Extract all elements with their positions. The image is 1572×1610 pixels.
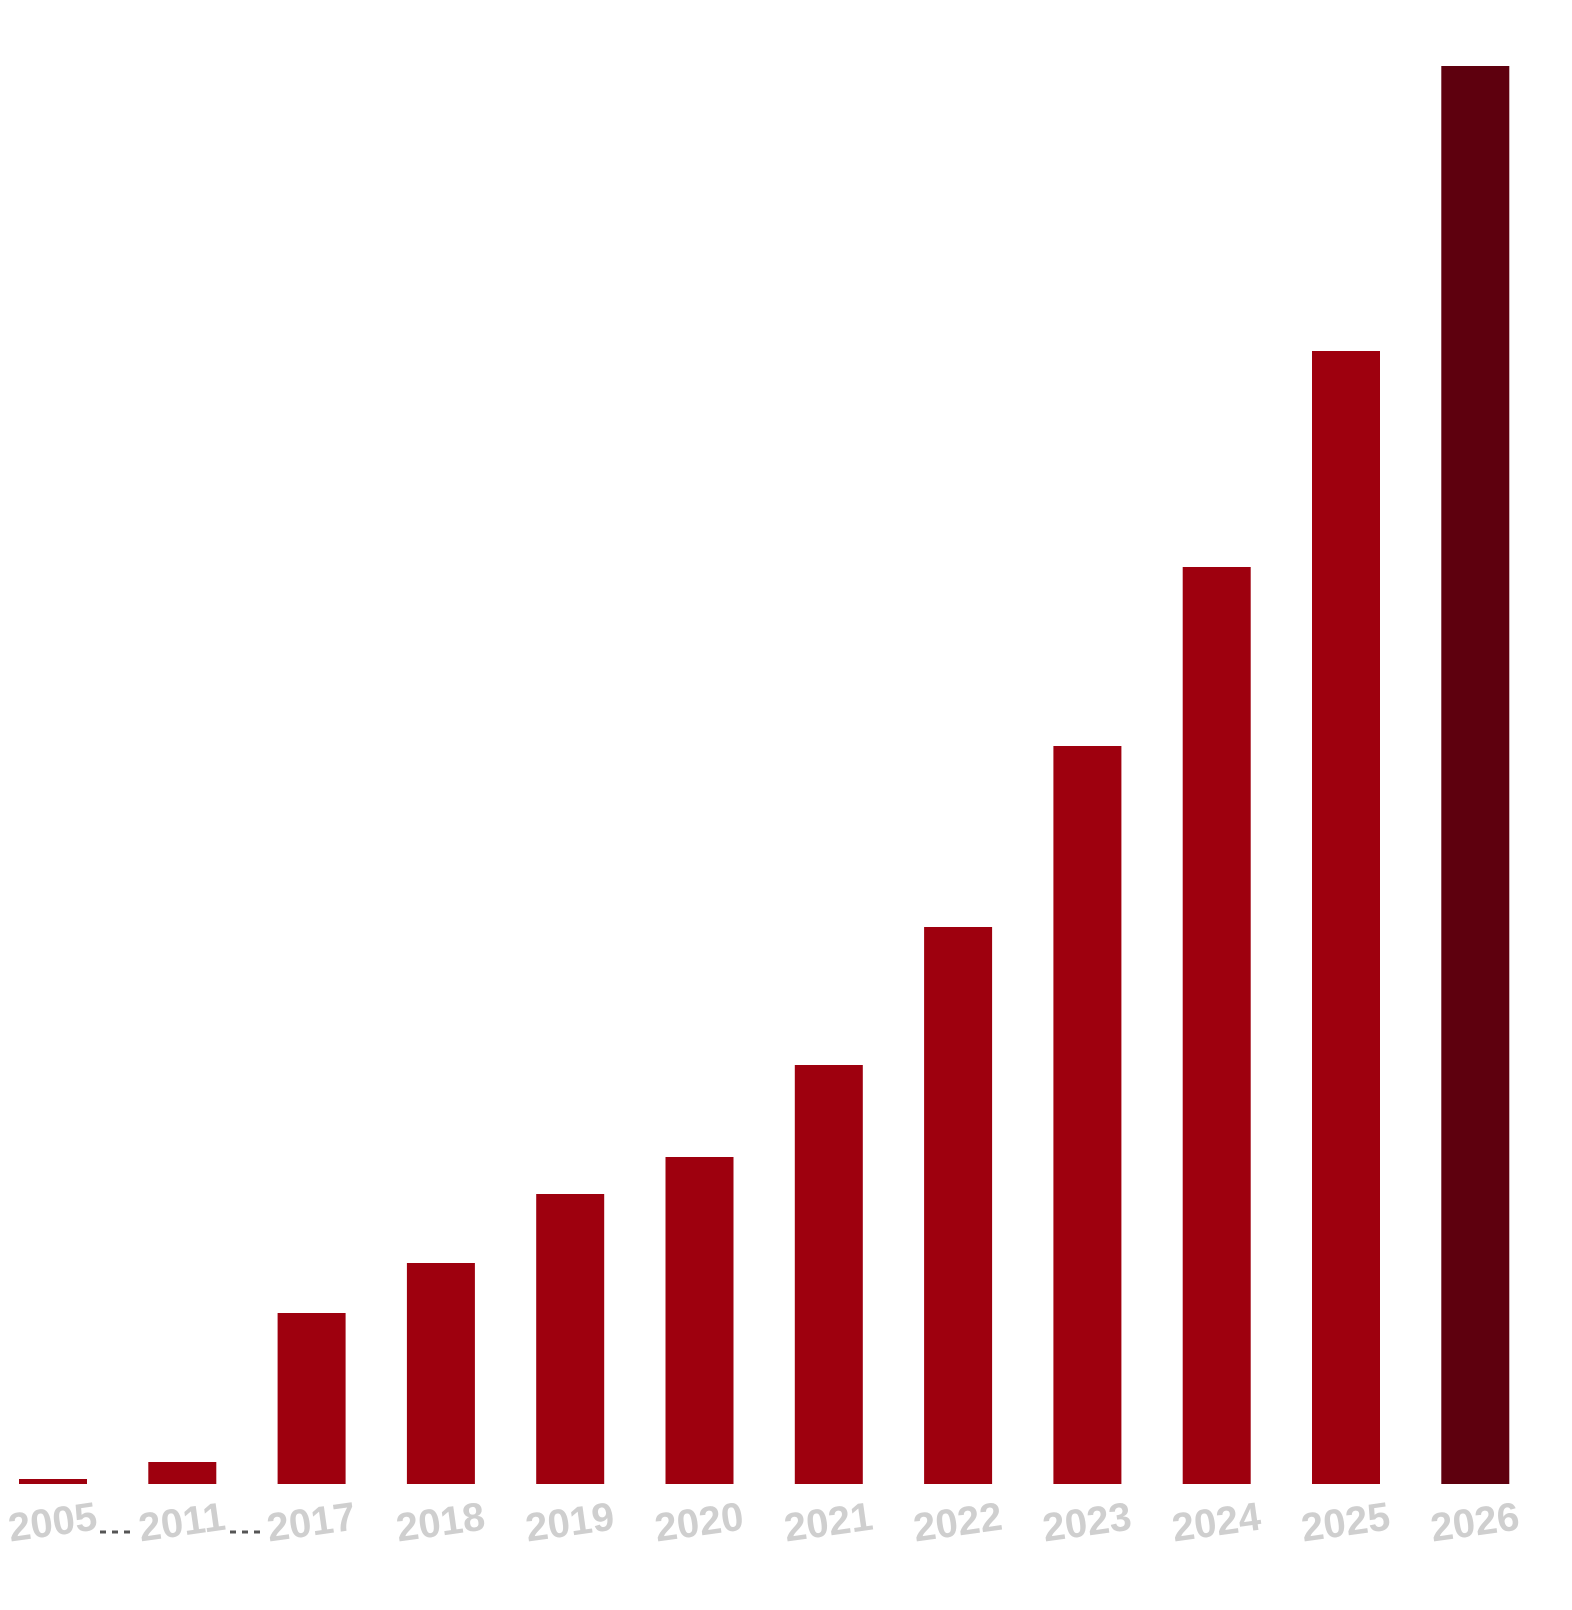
- bar: [148, 1462, 217, 1484]
- bar: [1312, 351, 1380, 1484]
- bar: [1182, 567, 1251, 1484]
- bar: [1441, 66, 1510, 1484]
- bar: [277, 1313, 346, 1484]
- bar: [406, 1263, 475, 1484]
- x-tick-label: 2017: [264, 1495, 358, 1551]
- bar: [794, 1065, 863, 1484]
- x-tick-label: 2011: [136, 1495, 228, 1551]
- x-tick-label: 2023: [1040, 1495, 1134, 1551]
- bar: [665, 1157, 734, 1484]
- x-tick-label: 2025: [1299, 1495, 1393, 1551]
- bar: [1053, 746, 1122, 1484]
- x-tick-label: 2021: [781, 1495, 875, 1551]
- x-tick-label: 2020: [652, 1495, 746, 1551]
- x-tick-label: 2019: [523, 1495, 617, 1551]
- x-tick-label: 2024: [1169, 1495, 1264, 1551]
- x-tick-label: 2026: [1428, 1495, 1522, 1551]
- x-tick-label: 2005: [6, 1495, 100, 1551]
- x-tick-label: 2022: [911, 1495, 1005, 1551]
- bar: [536, 1194, 605, 1484]
- bar: [924, 927, 993, 1484]
- bar: [19, 1479, 87, 1484]
- x-tick-label: 2018: [393, 1495, 487, 1551]
